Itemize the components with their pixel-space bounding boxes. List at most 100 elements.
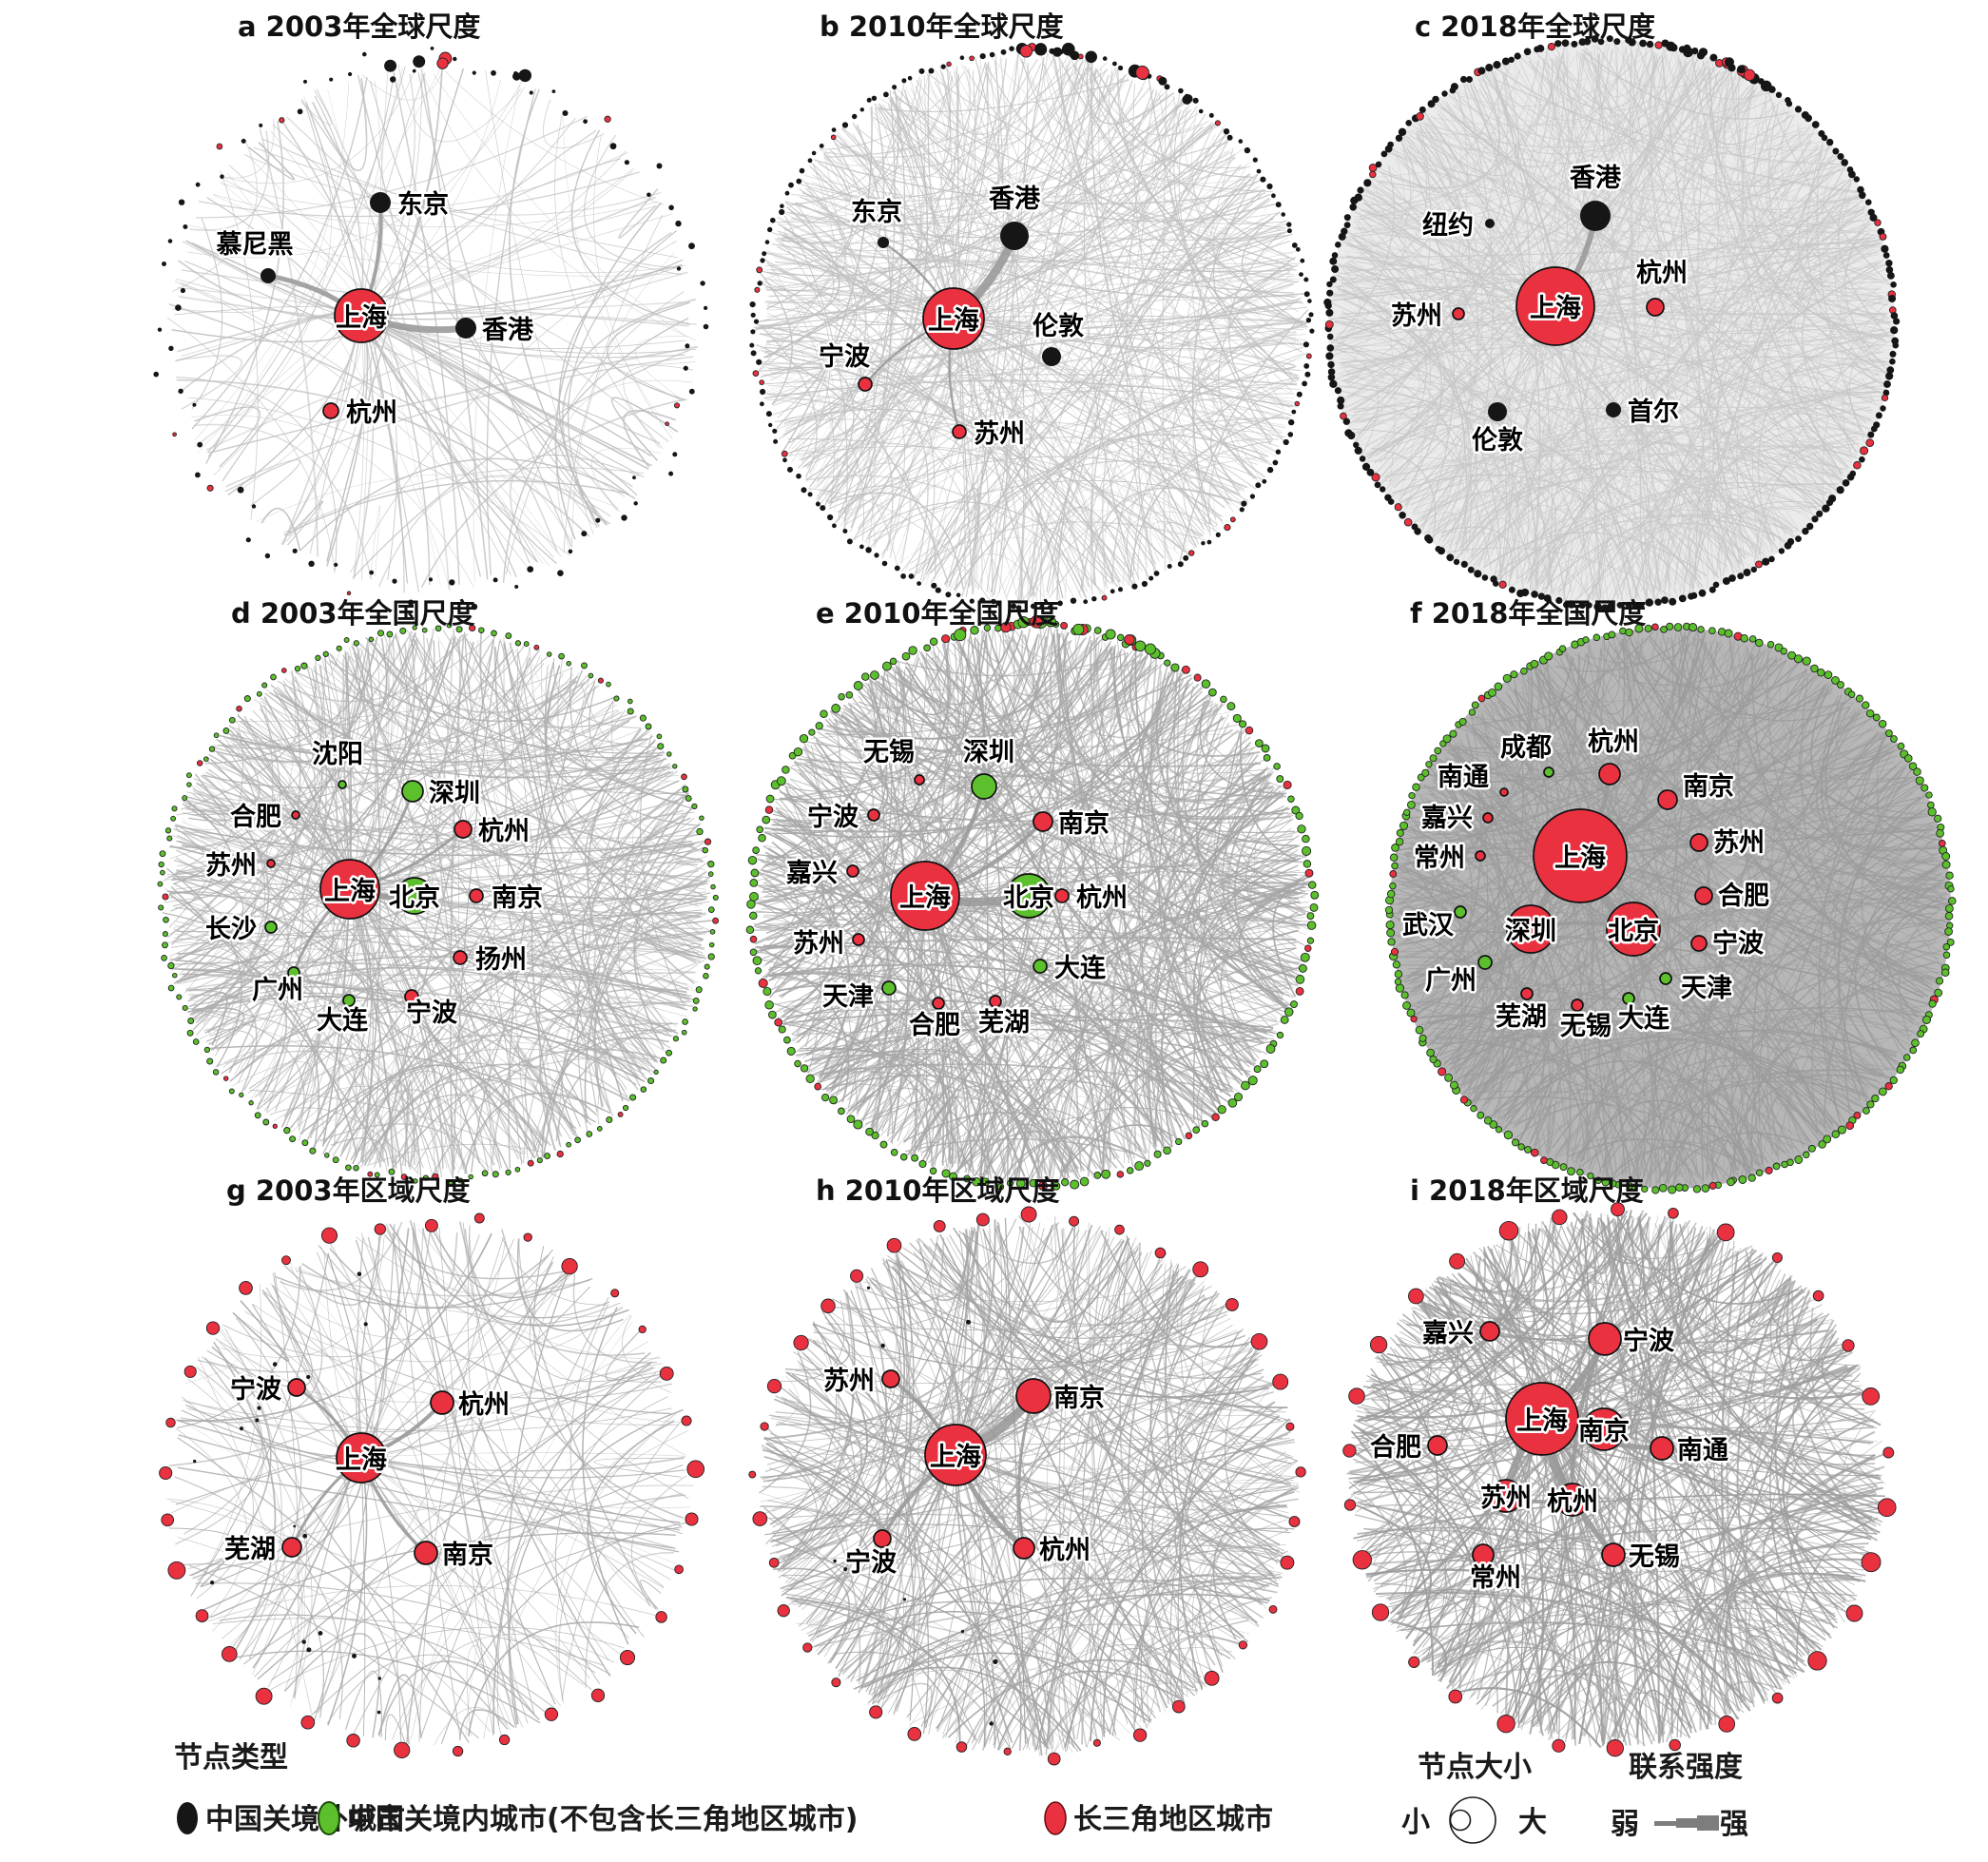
- perimeter-node: [491, 69, 496, 76]
- perimeter-node: [205, 1321, 221, 1335]
- edge: [607, 997, 687, 1049]
- edge: [801, 690, 1204, 789]
- perimeter-node: [1862, 701, 1870, 709]
- edge: [1442, 361, 1892, 547]
- edge: [1344, 264, 1835, 480]
- edge: [767, 682, 1194, 976]
- perimeter-node: [1006, 1179, 1014, 1187]
- perimeter-node: [1419, 1034, 1427, 1042]
- perimeter-node: [746, 900, 756, 909]
- edge: [924, 698, 1211, 897]
- edge: [1082, 68, 1309, 331]
- perimeter-node: [1444, 1073, 1454, 1082]
- perimeter-node: [241, 138, 246, 144]
- perimeter-node: [1349, 204, 1357, 211]
- perimeter-a: [153, 47, 709, 611]
- perimeter-node: [581, 531, 588, 537]
- city-node-南京: [1657, 789, 1678, 810]
- edge: [1050, 626, 1247, 1076]
- city-node-深圳: [401, 780, 424, 803]
- edge: [410, 630, 554, 718]
- perimeter-node: [1583, 37, 1592, 46]
- edge: [952, 65, 1188, 547]
- perimeter-node: [1338, 232, 1346, 241]
- edge: [843, 132, 894, 521]
- city-node-深圳: [971, 773, 997, 800]
- edge: [862, 697, 1231, 728]
- perimeter-node: [923, 644, 931, 652]
- edge: [807, 187, 885, 527]
- perimeter-node: [1305, 318, 1312, 323]
- perimeter-node: [167, 239, 173, 243]
- perimeter-node: [1374, 481, 1381, 489]
- perimeter-node: [1118, 587, 1123, 592]
- perimeter-node: [481, 1170, 489, 1177]
- edge: [531, 669, 584, 1148]
- edge: [1031, 506, 1133, 597]
- edge: [1065, 65, 1293, 378]
- perimeter-node: [1822, 504, 1830, 513]
- edge: [1344, 59, 1554, 389]
- city-label-宁波: 宁波: [819, 341, 871, 372]
- perimeter-node: [1337, 396, 1345, 405]
- edge: [635, 829, 700, 866]
- perimeter-node: [1508, 586, 1515, 593]
- perimeter-node: [1357, 186, 1364, 194]
- city-label-嘉兴: 嘉兴: [1421, 804, 1473, 833]
- city-label-苏州: 苏州: [974, 419, 1025, 449]
- edge: [953, 318, 1290, 409]
- edge: [762, 203, 835, 326]
- city-label-杭州: 杭州: [478, 816, 530, 846]
- edge: [635, 336, 686, 399]
- perimeter-node: [1093, 1172, 1102, 1179]
- city-label-杭州: 杭州: [1588, 727, 1639, 757]
- edge: [835, 634, 1002, 740]
- perimeter-node: [1811, 515, 1819, 523]
- perimeter-node: [1826, 138, 1834, 146]
- perimeter-node: [162, 931, 168, 938]
- edge: [1586, 48, 1844, 187]
- edge: [182, 269, 689, 327]
- perimeter-node: [228, 716, 236, 724]
- edge: [309, 315, 362, 554]
- edge: [1678, 629, 1850, 722]
- edge: [176, 377, 338, 572]
- edge: [877, 104, 1296, 366]
- perimeter-node: [1394, 970, 1403, 979]
- edge: [419, 68, 696, 341]
- perimeter-node: [1244, 146, 1251, 154]
- perimeter-node: [1544, 651, 1554, 661]
- perimeter-node: [1855, 694, 1863, 703]
- perimeter-node: [1884, 1082, 1893, 1091]
- edge: [924, 895, 1200, 1129]
- edge: [242, 1494, 686, 1665]
- perimeter-node: [412, 68, 416, 73]
- city-node-常州: [1475, 850, 1486, 862]
- edge: [503, 637, 529, 1160]
- edge: [509, 642, 692, 809]
- perimeter-node: [1645, 598, 1654, 607]
- perimeter-b: [749, 42, 1315, 611]
- perimeter-node: [918, 1159, 927, 1169]
- perimeter-node: [765, 411, 772, 417]
- edge: [1346, 262, 1537, 586]
- perimeter-node: [1582, 636, 1590, 644]
- edge: [953, 298, 1301, 329]
- perimeter-node: [257, 1406, 261, 1410]
- perimeter-node: [1578, 601, 1587, 610]
- edge: [312, 77, 368, 171]
- city-label-上海: 上海: [336, 303, 387, 333]
- perimeter-node: [604, 115, 611, 123]
- perimeter-node: [1091, 596, 1097, 602]
- edge: [1554, 286, 1886, 307]
- edge: [1473, 182, 1842, 571]
- edge: [349, 843, 695, 890]
- perimeter-node: [883, 91, 889, 98]
- edge: [1494, 78, 1845, 165]
- edge: [1482, 532, 1708, 576]
- perimeter-node: [682, 1018, 688, 1025]
- perimeter-node: [1390, 947, 1399, 956]
- perimeter-node: [1837, 681, 1844, 689]
- edge: [1108, 70, 1282, 240]
- edge: [1263, 941, 1297, 971]
